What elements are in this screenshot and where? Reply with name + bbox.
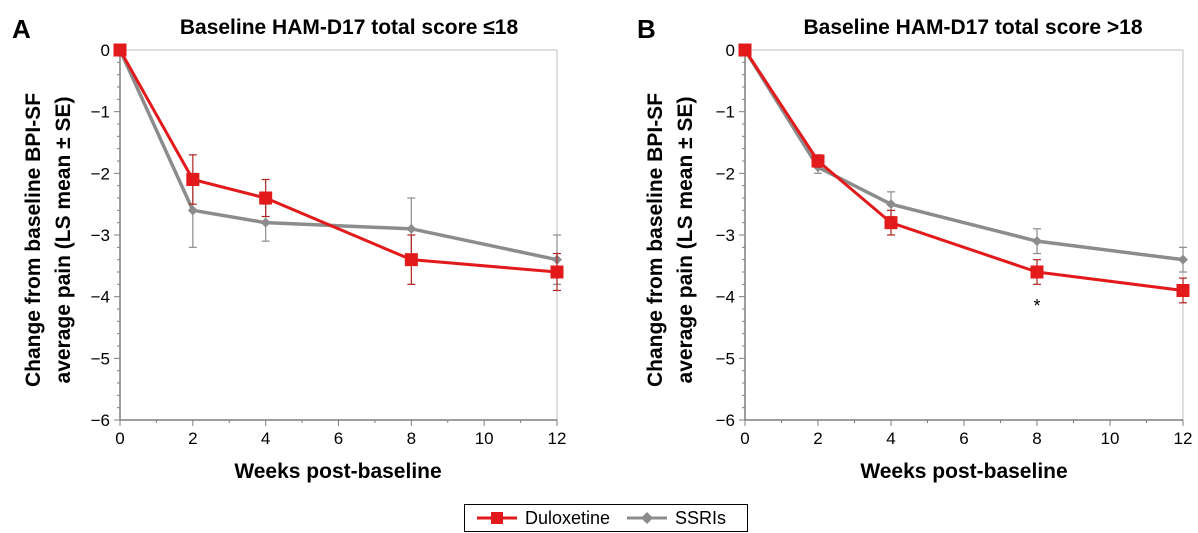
- data-point: [186, 173, 200, 186]
- x-tick-label: 12: [1174, 429, 1193, 448]
- data-point: [1032, 236, 1042, 247]
- data-point: [406, 223, 417, 234]
- x-tick-label: 10: [475, 429, 494, 448]
- data-point: [1176, 284, 1190, 297]
- y-axis-label-line-2: average pain (LS mean ± SE): [674, 97, 697, 384]
- y-tick-label: −4: [716, 288, 735, 307]
- y-tick-label: −1: [716, 103, 735, 122]
- x-tick-label: 4: [886, 429, 895, 448]
- series-line: [118, 49, 558, 274]
- data-point: [113, 43, 127, 57]
- y-tick-label: −1: [91, 103, 110, 122]
- y-axis-label-line-1: Change from baseline BPI-SF: [644, 93, 667, 387]
- series-line: [743, 49, 1184, 292]
- x-tick-label: 10: [1101, 429, 1120, 448]
- legend: Duloxetine SSRIs: [464, 504, 748, 532]
- data-point: [884, 216, 898, 230]
- chart-title: Baseline HAM-D17 total score ≤18: [180, 16, 519, 39]
- y-tick-label: 0: [726, 41, 735, 60]
- x-tick-label: 12: [548, 429, 567, 448]
- data-point: [1030, 265, 1044, 279]
- chart-panel-a: 0 −1 −2 −3 −4 −5 −6 0 2 4 6 8 10 12 A Baseline HAM-D17 …: [12, 14, 566, 483]
- x-tick-label: 4: [261, 429, 270, 448]
- x-tick-label: 6: [334, 429, 343, 448]
- y-tick-label: −3: [91, 226, 110, 245]
- series-line: [743, 49, 1184, 262]
- legend-item-ssris: SSRIs: [625, 505, 726, 531]
- figure: 0 −1 −2 −3 −4 −5 −6 0 2 4 6 8 10 12 A Baseline HAM-D17 …: [12, 14, 1192, 483]
- y-tick-label: −5: [91, 349, 110, 368]
- y-tick-label: −6: [716, 411, 735, 430]
- x-axis-label: Weeks post-baseline: [860, 460, 1067, 483]
- data-point: [1178, 254, 1188, 265]
- data-point: [738, 43, 752, 57]
- x-tick-label: 0: [115, 429, 124, 448]
- y-axis-label-line-2: average pain (LS mean ± SE): [52, 97, 75, 384]
- legend-label-duloxetine: Duloxetine: [525, 507, 611, 528]
- legend-item-duloxetine: Duloxetine: [475, 505, 610, 531]
- data-point: [187, 205, 198, 216]
- x-tick-label: 0: [740, 429, 749, 448]
- series-ssris: [740, 45, 1188, 273]
- x-tick-label: 6: [959, 429, 968, 448]
- x-axis-label: Weeks post-baseline: [234, 460, 441, 483]
- x-tick-label: 8: [1032, 429, 1041, 448]
- series-duloxetine: [113, 43, 564, 292]
- y-tick-label: −3: [716, 226, 735, 245]
- y-tick-label: −6: [91, 411, 110, 430]
- data-point: [259, 191, 273, 205]
- chart-panel-b: 0 −1 −2 −3 −4 −5 −6 0 2 4 6 8 10 12 B Baseline HAM-D17 …: [637, 14, 1192, 483]
- data-point: [886, 199, 896, 210]
- legend-swatch-ssris: [627, 512, 667, 524]
- y-tick-label: −2: [91, 164, 110, 183]
- series-ssris: [115, 45, 562, 285]
- legend-label-ssris: SSRIs: [675, 507, 727, 528]
- y-axis-label-line-1: Change from baseline BPI-SF: [22, 93, 45, 387]
- data-point: [550, 265, 564, 279]
- y-tick-label: −4: [91, 288, 110, 307]
- y-tick-label: −5: [716, 349, 735, 368]
- legend-swatch-duloxetine: [477, 512, 517, 524]
- data-point: [404, 253, 418, 267]
- panel-label: B: [637, 14, 656, 44]
- y-tick-label: −2: [716, 164, 735, 183]
- x-tick-label: 2: [188, 429, 197, 448]
- x-tick-label: 2: [813, 429, 822, 448]
- chart-title: Baseline HAM-D17 total score >18: [803, 16, 1142, 39]
- significance-asterisk: *: [1033, 296, 1040, 316]
- data-point: [811, 154, 825, 168]
- series-duloxetine: [738, 43, 1190, 304]
- panel-label: A: [12, 14, 31, 44]
- x-tick-label: 8: [407, 429, 416, 448]
- y-tick-label: 0: [101, 41, 110, 60]
- data-point: [260, 217, 271, 228]
